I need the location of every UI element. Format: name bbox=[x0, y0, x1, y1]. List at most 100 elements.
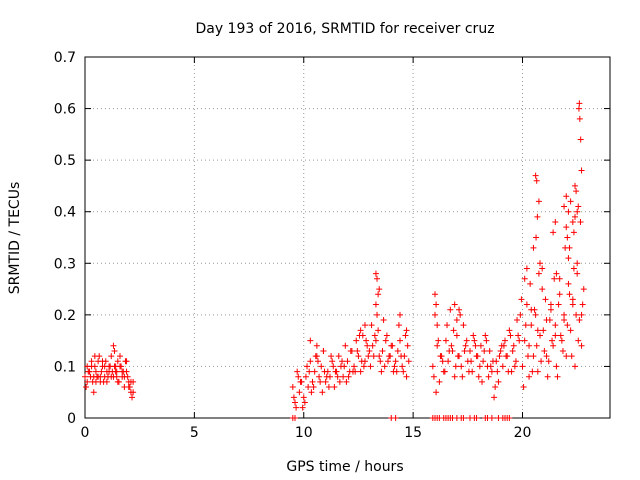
data-point-marker bbox=[369, 342, 376, 349]
data-point-marker bbox=[330, 363, 337, 370]
data-point-marker bbox=[448, 342, 455, 349]
data-point-marker bbox=[524, 353, 531, 360]
x-tick-label: 20 bbox=[514, 425, 532, 441]
data-point-marker bbox=[563, 193, 570, 200]
data-point-marker bbox=[117, 353, 123, 360]
data-point-marker bbox=[374, 311, 381, 318]
data-point-marker bbox=[471, 337, 478, 344]
data-point-marker bbox=[317, 378, 324, 385]
data-point-marker bbox=[553, 363, 560, 370]
data-point-marker bbox=[111, 363, 118, 370]
data-point-marker bbox=[488, 368, 495, 375]
data-point-marker bbox=[572, 182, 578, 189]
data-point-marker bbox=[533, 234, 540, 241]
data-point-marker bbox=[551, 275, 558, 282]
data-point-marker bbox=[387, 353, 394, 360]
data-point-marker bbox=[342, 342, 349, 349]
data-point-marker bbox=[564, 234, 571, 241]
data-point-marker bbox=[549, 337, 556, 344]
data-point-marker bbox=[308, 389, 315, 396]
data-point-marker bbox=[306, 368, 313, 375]
data-point-marker bbox=[289, 384, 296, 391]
data-point-marker bbox=[90, 389, 97, 396]
data-point-marker bbox=[311, 368, 318, 375]
data-point-marker bbox=[332, 368, 339, 375]
data-point-marker bbox=[538, 358, 545, 365]
data-point-marker bbox=[489, 358, 496, 365]
data-point-marker bbox=[345, 373, 352, 380]
data-point-marker bbox=[492, 384, 499, 391]
data-point-marker bbox=[433, 389, 440, 396]
data-point-marker bbox=[360, 363, 367, 370]
data-point-marker bbox=[381, 363, 388, 370]
data-point-marker bbox=[457, 311, 464, 318]
data-point-marker bbox=[526, 342, 533, 349]
data-point-marker bbox=[357, 368, 364, 375]
data-point-marker bbox=[523, 265, 530, 272]
data-point-marker bbox=[577, 219, 584, 226]
data-point-marker bbox=[114, 358, 121, 365]
data-point-marker bbox=[126, 384, 133, 391]
data-point-marker bbox=[312, 353, 319, 360]
data-point-marker bbox=[510, 342, 517, 349]
data-point-marker bbox=[366, 347, 373, 354]
data-point-marker bbox=[556, 275, 563, 282]
data-point-marker bbox=[321, 368, 328, 375]
data-point-marker bbox=[456, 306, 463, 313]
data-point-marker bbox=[435, 337, 442, 344]
data-point-marker bbox=[349, 368, 356, 375]
data-point-marker bbox=[537, 260, 543, 267]
data-point-marker bbox=[101, 363, 108, 370]
data-point-marker bbox=[323, 373, 330, 380]
y-tick-label: 0.4 bbox=[54, 205, 76, 221]
data-point-marker bbox=[520, 384, 527, 391]
data-point-marker bbox=[547, 301, 554, 308]
data-point-marker bbox=[523, 301, 530, 308]
data-point-marker bbox=[511, 363, 518, 370]
data-point-marker bbox=[563, 224, 570, 231]
data-point-marker bbox=[517, 311, 524, 318]
data-point-marker bbox=[454, 353, 461, 360]
data-point-marker bbox=[99, 358, 106, 365]
chart-title: Day 193 of 2016, SRMTID for receiver cru… bbox=[195, 21, 494, 37]
data-point-marker bbox=[476, 363, 483, 370]
data-point-marker bbox=[479, 378, 486, 385]
data-point-marker bbox=[305, 384, 312, 391]
data-point-marker bbox=[397, 311, 403, 318]
data-point-marker bbox=[296, 389, 303, 396]
data-point-marker bbox=[316, 373, 323, 380]
data-point-marker bbox=[372, 301, 379, 308]
data-point-marker bbox=[329, 358, 336, 365]
data-point-marker bbox=[383, 332, 390, 339]
data-point-marker bbox=[561, 311, 568, 318]
data-point-marker bbox=[578, 311, 585, 318]
data-point-marker bbox=[539, 286, 546, 293]
data-point-marker bbox=[483, 337, 490, 344]
x-tick-label: 10 bbox=[295, 425, 313, 441]
data-point-marker bbox=[552, 219, 559, 226]
data-point-marker bbox=[550, 229, 557, 236]
data-point-marker bbox=[301, 399, 308, 406]
data-point-marker bbox=[92, 368, 99, 375]
data-point-marker bbox=[399, 363, 406, 370]
data-point-marker bbox=[119, 373, 126, 380]
data-point-marker bbox=[580, 286, 587, 293]
data-point-marker bbox=[467, 347, 473, 354]
data-point-marker bbox=[573, 188, 580, 195]
data-point-marker bbox=[434, 342, 441, 349]
data-point-marker bbox=[532, 172, 539, 179]
data-point-marker bbox=[336, 378, 343, 385]
data-point-marker bbox=[522, 322, 529, 329]
data-point-marker bbox=[521, 337, 528, 344]
data-point-marker bbox=[540, 327, 547, 334]
data-point-marker bbox=[441, 368, 448, 375]
data-point-marker bbox=[92, 378, 99, 385]
data-point-marker bbox=[558, 337, 565, 344]
data-point-marker bbox=[344, 358, 351, 365]
data-points bbox=[82, 100, 587, 421]
data-point-marker bbox=[577, 136, 584, 143]
data-point-marker bbox=[487, 363, 494, 370]
data-point-marker bbox=[565, 280, 572, 287]
data-point-marker bbox=[307, 358, 314, 365]
data-point-marker bbox=[364, 342, 371, 349]
